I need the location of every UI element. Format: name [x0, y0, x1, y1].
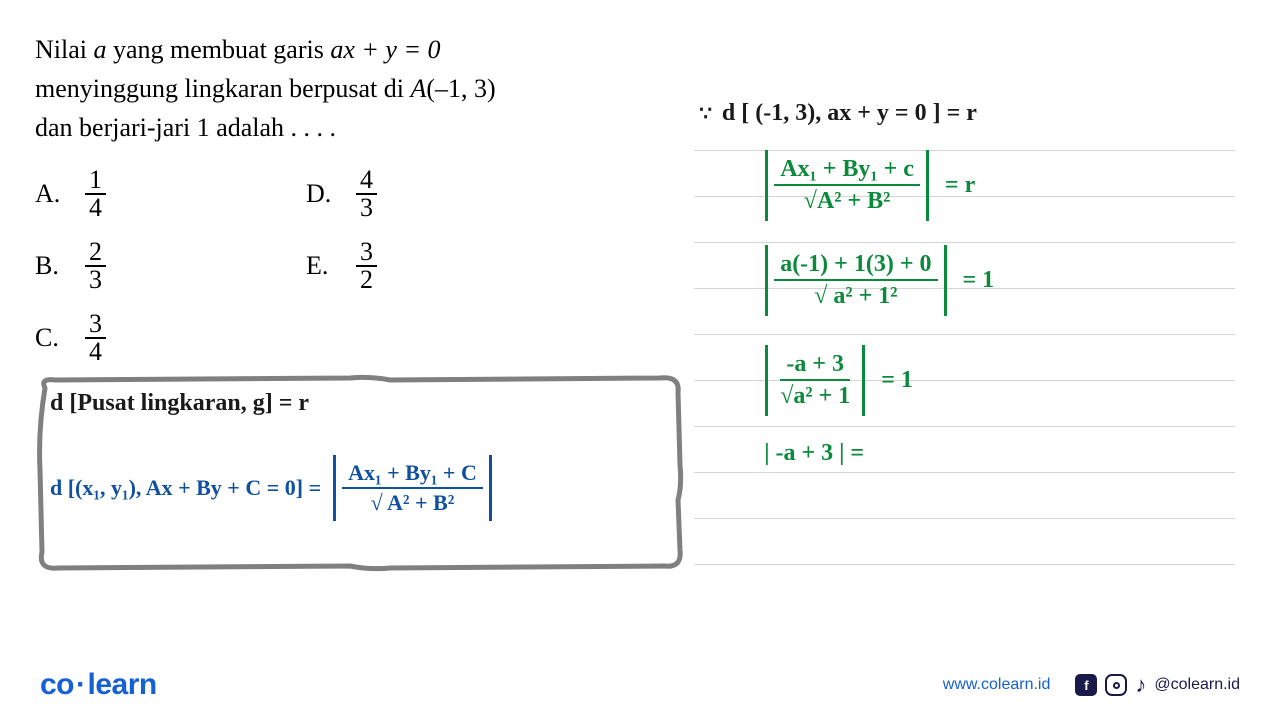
f3-num: -a + 3 [780, 349, 850, 381]
f3-rhs: = 1 [881, 367, 913, 394]
option-a-den: 4 [85, 195, 106, 221]
options-grid: A. 1 4 B. 2 3 C. 3 [35, 167, 664, 365]
work-header-text: d [ (-1, 3), ax + y = 0 ] = r [722, 100, 977, 127]
option-d-num: 4 [356, 167, 377, 195]
options-col-1: A. 1 4 B. 2 3 C. 3 [35, 167, 106, 365]
option-b-num: 2 [85, 239, 106, 267]
option-c: C. 3 4 [35, 311, 106, 365]
social-handle[interactable]: @colearn.id [1154, 676, 1240, 694]
work-header: ∵ d [ (-1, 3), ax + y = 0 ] = r [699, 100, 977, 127]
option-d-den: 3 [356, 195, 377, 221]
option-d: D. 4 3 [306, 167, 377, 221]
f1-num: Ax₁ + By₁ + c [774, 154, 920, 186]
q-line1-eq: ax + y = 0 [330, 35, 440, 64]
work-step-3: -a + 3 √a² + 1 = 1 [759, 345, 913, 416]
work-step-1: Ax₁ + By₁ + c √A² + B² = r [759, 150, 975, 221]
option-c-label: C. [35, 323, 65, 353]
option-b-den: 3 [85, 267, 106, 293]
option-b: B. 2 3 [35, 239, 106, 293]
tiktok-icon[interactable]: ♪ [1135, 672, 1146, 698]
option-d-label: D. [306, 179, 336, 209]
f2-den: √ a² + 1² [808, 281, 903, 311]
instagram-icon[interactable] [1105, 674, 1127, 696]
q-line1-pre: Nilai [35, 35, 94, 64]
option-e-den: 2 [356, 267, 377, 293]
f3-den: √a² + 1 [774, 381, 856, 411]
f1-den: √A² + B² [798, 186, 897, 216]
option-b-label: B. [35, 251, 65, 281]
q-point-label: A [410, 74, 426, 103]
options-col-2: D. 4 3 E. 3 2 [306, 167, 377, 365]
because-icon: ∵ [699, 101, 712, 126]
q-line2-pre: menyinggung lingkaran berpusat di [35, 74, 410, 103]
option-e: E. 3 2 [306, 239, 377, 293]
box-frac-den: √ A² + B² [365, 489, 461, 517]
facebook-icon[interactable]: f [1075, 674, 1097, 696]
option-c-frac: 3 4 [85, 311, 106, 365]
website-link[interactable]: www.colearn.id [943, 676, 1051, 694]
work-step-2: a(-1) + 1(3) + 0 √ a² + 1² = 1 [759, 245, 994, 316]
social-icons: f ♪ @colearn.id [1075, 672, 1240, 698]
box-line2-left: d [(x₁, y₁), Ax + By + C = 0] = [50, 475, 321, 501]
footer: co·learn www.colearn.id f ♪ @colearn.id [0, 650, 1280, 720]
option-d-frac: 4 3 [356, 167, 377, 221]
question-text: Nilai a yang membuat garis ax + y = 0 me… [35, 30, 664, 147]
option-b-frac: 2 3 [85, 239, 106, 293]
logo-co: co [40, 668, 74, 701]
box-line2: d [(x₁, y₁), Ax + By + C = 0] = Ax₁ + By… [50, 455, 498, 521]
q-line1-mid: yang membuat garis [107, 35, 331, 64]
f2-rhs: = 1 [963, 267, 995, 294]
q-line3: dan berjari-jari 1 adalah . . . . [35, 113, 336, 142]
option-a-label: A. [35, 179, 65, 209]
q-point: (–1, 3) [426, 74, 495, 103]
content-area: Nilai a yang membuat garis ax + y = 0 me… [0, 0, 1280, 365]
q-var-a: a [94, 35, 107, 64]
work-step-4: | -a + 3 | = [764, 440, 864, 467]
option-a-num: 1 [85, 167, 106, 195]
option-c-den: 4 [85, 339, 106, 365]
logo: co·learn [40, 668, 157, 702]
option-e-label: E. [306, 251, 336, 281]
footer-right: www.colearn.id f ♪ @colearn.id [943, 672, 1240, 698]
option-a: A. 1 4 [35, 167, 106, 221]
f2-num: a(-1) + 1(3) + 0 [774, 249, 937, 281]
option-a-frac: 1 4 [85, 167, 106, 221]
right-column: ∵ d [ (-1, 3), ax + y = 0 ] = r Ax₁ + By… [664, 30, 1245, 365]
logo-dot: · [76, 668, 86, 701]
option-e-num: 3 [356, 239, 377, 267]
option-e-frac: 3 2 [356, 239, 377, 293]
box-frac-num: Ax₁ + By₁ + C [342, 459, 483, 489]
left-column: Nilai a yang membuat garis ax + y = 0 me… [35, 30, 664, 365]
f1-rhs: = r [945, 172, 975, 199]
formula-box: d [Pusat lingkaran, g] = r d [(x₁, y₁), … [30, 370, 690, 575]
logo-learn: learn [88, 668, 157, 701]
box-line1: d [Pusat lingkaran, g] = r [50, 390, 309, 417]
option-c-num: 3 [85, 311, 106, 339]
